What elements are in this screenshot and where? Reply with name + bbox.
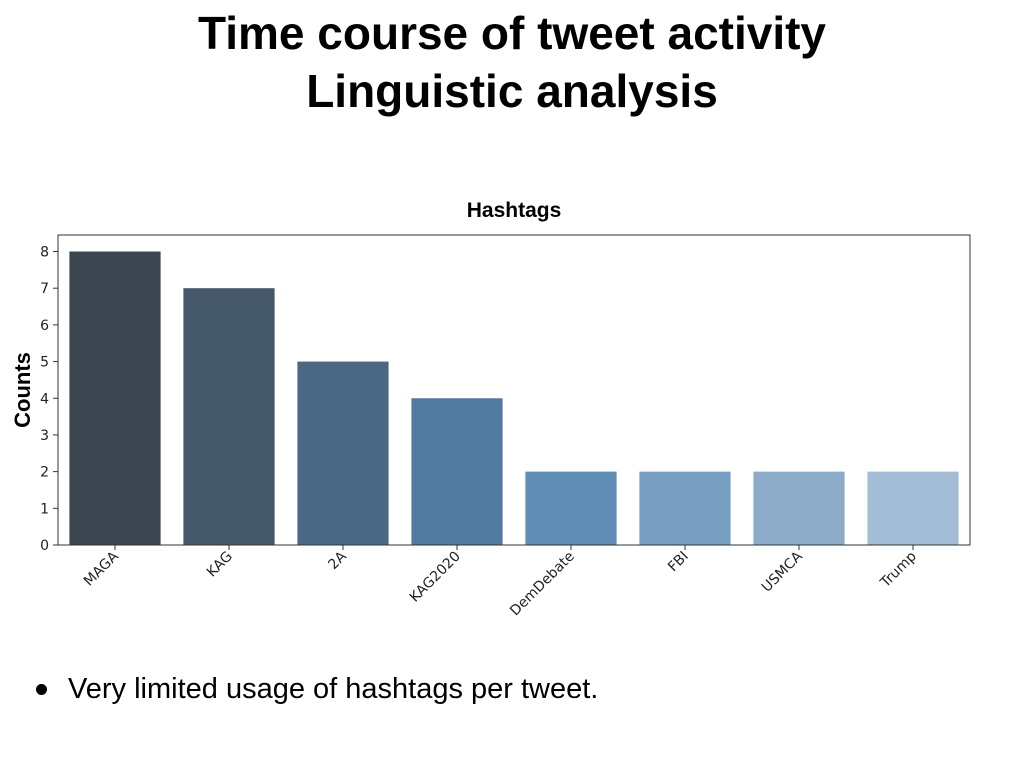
x-tick-label: MAGA [81,548,122,589]
x-tick-label: USMCA [759,548,806,595]
slide-title: Time course of tweet activity Linguistic… [0,4,1024,120]
y-tick-label: 1 [40,501,49,517]
bullet-text: Very limited usage of hashtags per tweet… [68,673,599,705]
slide-title-line1: Time course of tweet activity [197,7,827,59]
x-tick-label: KAG [204,549,236,581]
bar-demdebate [525,471,617,545]
bullet-list: Very limited usage of hashtags per tweet… [34,670,598,708]
y-tick-label: 4 [40,391,49,407]
plot-frame [57,234,971,546]
y-axis-label: Counts [10,352,35,428]
chart-title: Hashtags [467,199,562,222]
bar-maga [69,251,161,545]
bullet-dot-icon [36,684,47,695]
x-tick-label: DemDebate [507,549,578,620]
y-tick-label: 6 [40,318,49,334]
x-tick-label: 2A [325,548,350,573]
bar-2a [297,361,389,545]
y-tick-label: 8 [40,245,49,261]
hashtag-bar-chart: Hashtags Counts 0 1 2 3 4 5 6 7 8 MAGA KAG 2A KAG2020 D… [10,199,971,620]
bar-usmca [753,471,845,545]
slide-title-line2: Linguistic analysis [306,65,718,117]
bar-trump [867,471,959,545]
y-tick-label: 5 [40,355,49,371]
x-tick-label: FBI [665,549,692,576]
x-tick-label: KAG2020 [407,549,464,606]
y-tick-label: 0 [40,538,49,554]
y-tick-label: 7 [40,281,49,297]
y-tick-label: 2 [40,465,49,481]
bar-fbi [639,471,731,545]
x-tick-label: Trump [877,548,920,591]
y-tick-label: 3 [40,428,49,444]
bullet-item: Very limited usage of hashtags per tweet… [34,670,598,708]
bar-kag [183,288,275,545]
bar-kag2020 [411,398,503,545]
